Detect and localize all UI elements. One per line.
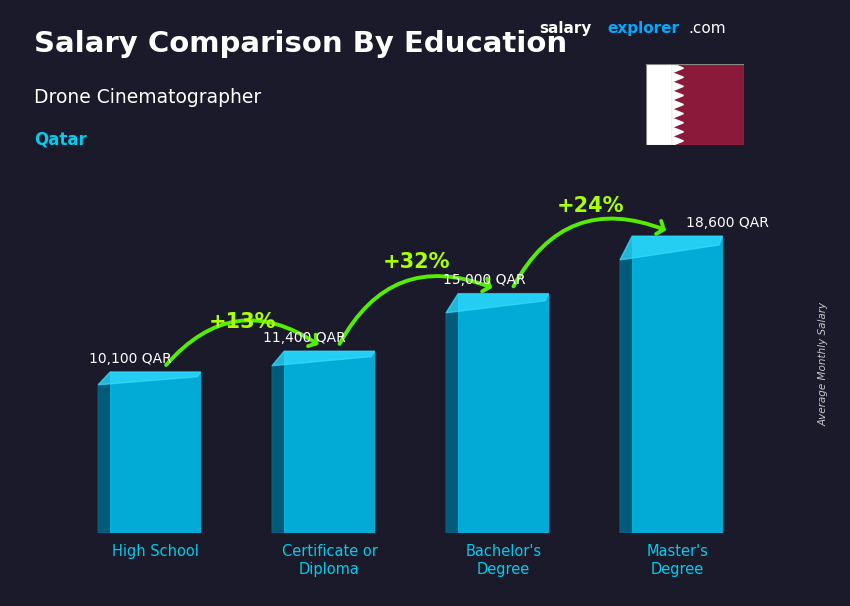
Polygon shape bbox=[446, 294, 549, 313]
Bar bbox=[458, 294, 549, 533]
Bar bbox=[110, 372, 201, 533]
Text: 15,000 QAR: 15,000 QAR bbox=[443, 273, 525, 287]
Text: Drone Cinematographer: Drone Cinematographer bbox=[34, 88, 261, 107]
Text: +13%: +13% bbox=[209, 312, 276, 333]
Text: 11,400 QAR: 11,400 QAR bbox=[264, 331, 346, 345]
Text: explorer: explorer bbox=[608, 21, 680, 36]
Polygon shape bbox=[672, 136, 683, 145]
Text: Average Monthly Salary: Average Monthly Salary bbox=[819, 302, 829, 425]
Polygon shape bbox=[272, 351, 375, 365]
Text: salary: salary bbox=[540, 21, 592, 36]
Text: Qatar: Qatar bbox=[34, 130, 87, 148]
Text: +24%: +24% bbox=[557, 196, 624, 216]
Polygon shape bbox=[446, 294, 458, 533]
Polygon shape bbox=[672, 91, 683, 100]
Text: Salary Comparison By Education: Salary Comparison By Education bbox=[34, 30, 567, 58]
Polygon shape bbox=[620, 236, 722, 260]
Polygon shape bbox=[672, 100, 683, 109]
Polygon shape bbox=[672, 118, 683, 127]
Polygon shape bbox=[272, 351, 284, 533]
Bar bbox=[284, 351, 375, 533]
Polygon shape bbox=[98, 372, 110, 533]
Polygon shape bbox=[98, 372, 201, 385]
Polygon shape bbox=[672, 127, 683, 136]
Polygon shape bbox=[620, 236, 632, 533]
Polygon shape bbox=[672, 109, 683, 118]
Polygon shape bbox=[672, 73, 683, 82]
Bar bbox=[646, 64, 672, 145]
Polygon shape bbox=[672, 82, 683, 91]
Text: 18,600 QAR: 18,600 QAR bbox=[686, 216, 769, 230]
Bar bbox=[672, 64, 744, 145]
Text: 10,100 QAR: 10,100 QAR bbox=[89, 351, 173, 365]
Polygon shape bbox=[672, 64, 683, 73]
Bar bbox=[632, 236, 722, 533]
Text: +32%: +32% bbox=[382, 251, 450, 271]
Text: .com: .com bbox=[688, 21, 726, 36]
